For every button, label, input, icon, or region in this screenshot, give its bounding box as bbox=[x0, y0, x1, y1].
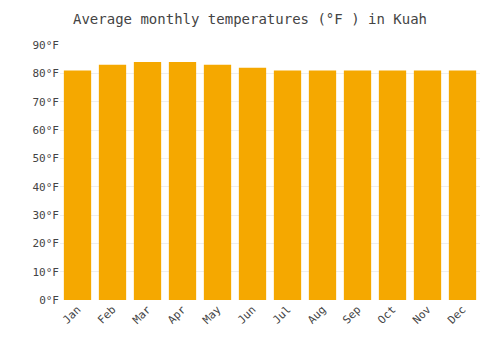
svg-text:80°F: 80°F bbox=[33, 67, 60, 80]
svg-text:May: May bbox=[200, 303, 224, 327]
svg-text:20°F: 20°F bbox=[33, 237, 60, 250]
svg-text:40°F: 40°F bbox=[33, 181, 60, 194]
svg-text:Jan: Jan bbox=[60, 303, 83, 326]
svg-text:Aug: Aug bbox=[305, 303, 328, 326]
svg-text:0°F: 0°F bbox=[39, 294, 59, 307]
svg-text:Feb: Feb bbox=[95, 303, 118, 326]
svg-text:Jun: Jun bbox=[235, 303, 258, 326]
svg-text:50°F: 50°F bbox=[33, 152, 60, 165]
svg-text:10°F: 10°F bbox=[33, 266, 60, 279]
svg-text:60°F: 60°F bbox=[33, 124, 60, 137]
svg-text:Mar: Mar bbox=[130, 303, 154, 327]
svg-text:Dec: Dec bbox=[445, 303, 468, 326]
svg-text:30°F: 30°F bbox=[33, 209, 60, 222]
svg-text:Average monthly temperatures (: Average monthly temperatures (°F ) in Ku… bbox=[73, 11, 427, 27]
svg-text:70°F: 70°F bbox=[33, 96, 60, 109]
svg-text:Jul: Jul bbox=[270, 303, 293, 326]
svg-text:Nov: Nov bbox=[410, 303, 434, 327]
svg-text:Oct: Oct bbox=[375, 303, 398, 326]
svg-text:Sep: Sep bbox=[340, 303, 363, 326]
svg-text:90°F: 90°F bbox=[33, 39, 60, 52]
svg-text:Apr: Apr bbox=[165, 303, 189, 327]
